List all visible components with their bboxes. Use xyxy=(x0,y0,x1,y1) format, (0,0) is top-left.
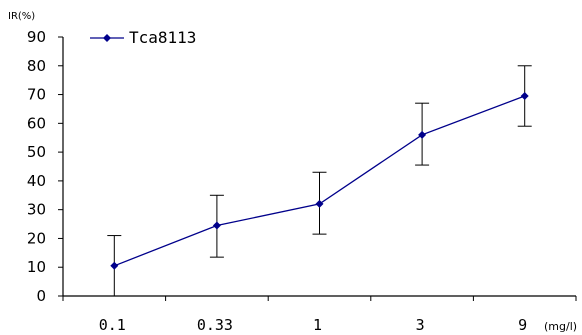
data-point xyxy=(418,130,427,139)
y-tick-label: 30 xyxy=(27,201,46,219)
x-axis-unit: (mg/l) xyxy=(544,320,577,333)
y-tick-label: 10 xyxy=(27,258,46,276)
y-tick-label: 40 xyxy=(27,172,46,190)
y-ticks: 0 10 20 30 40 50 60 70 80 90 xyxy=(27,28,63,305)
y-axis-title: IR(%) xyxy=(8,11,35,22)
x-tick-label: 3 xyxy=(416,316,425,334)
data-point xyxy=(110,261,119,270)
y-tick-label: 0 xyxy=(36,287,46,305)
x-ticks: 0.1 0.33 1 3 9 xyxy=(62,296,577,334)
y-tick-label: 60 xyxy=(27,114,46,132)
x-tick-label: 0.1 xyxy=(99,316,126,334)
y-tick-label: 20 xyxy=(27,229,46,247)
series-layer xyxy=(107,65,532,297)
data-point xyxy=(212,221,221,230)
legend: Tca8113 xyxy=(90,28,196,47)
x-tick-label: 0.33 xyxy=(197,316,233,334)
axes xyxy=(62,37,576,297)
y-tick-label: 50 xyxy=(27,143,46,161)
y-tick-label: 90 xyxy=(27,28,46,46)
y-tick-label: 70 xyxy=(27,86,46,104)
legend-label: Tca8113 xyxy=(129,28,196,47)
x-tick-label: 1 xyxy=(313,316,322,334)
legend-marker xyxy=(103,34,111,42)
x-tick-label: 9 xyxy=(518,316,527,334)
data-point xyxy=(520,91,529,100)
data-point xyxy=(315,199,324,208)
y-tick-label: 80 xyxy=(27,57,46,75)
